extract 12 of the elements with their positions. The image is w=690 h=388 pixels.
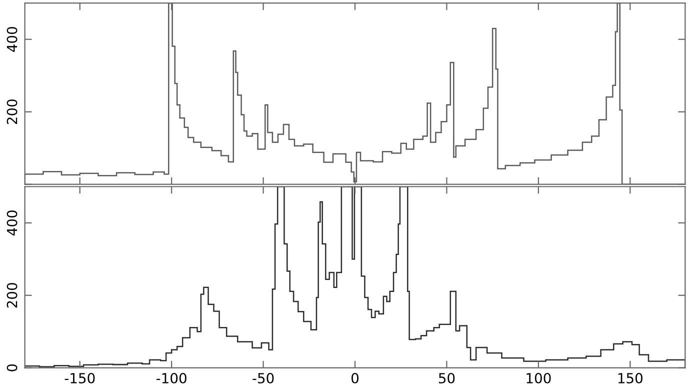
x-tick-label: -100 bbox=[156, 372, 186, 384]
x-tick-label: -50 bbox=[252, 372, 274, 384]
x-tick-label: 100 bbox=[526, 372, 551, 384]
x-tick-label: 0 bbox=[352, 372, 358, 384]
x-tick-label: -150 bbox=[64, 372, 95, 384]
y-tick-label: 0 bbox=[6, 364, 18, 372]
x-tick-label: 50 bbox=[438, 372, 455, 384]
y-tick-label: 400 bbox=[6, 210, 18, 236]
x-tick-label: 150 bbox=[618, 372, 642, 384]
y-tick-label: 200 bbox=[6, 283, 18, 308]
y-tick-label: 200 bbox=[6, 99, 18, 124]
y-tick-label: 400 bbox=[6, 27, 18, 52]
